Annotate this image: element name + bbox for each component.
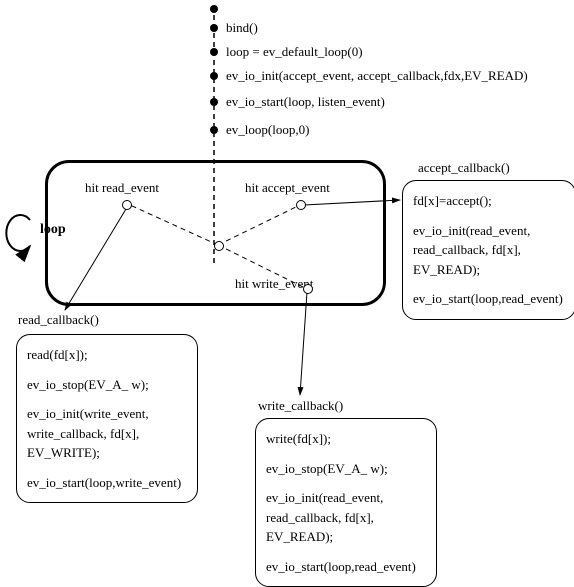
step-iostart-label: ev_io_start(loop, listen_event) xyxy=(226,94,385,110)
code-line: ev_io_init(read_event, xyxy=(266,488,426,508)
loop-label: loop xyxy=(40,222,66,238)
write-callback-title: write_callback() xyxy=(258,398,343,414)
code-line: read(fd[x]); xyxy=(27,345,187,365)
step-bind-label: bind() xyxy=(226,20,258,36)
code-line: write(fd[x]); xyxy=(266,429,426,449)
code-line: write_callback, fd[x], xyxy=(27,424,187,444)
code-line: fd[x]=accept(); xyxy=(413,191,565,211)
hit-write-node xyxy=(303,284,313,294)
step-ioinit-label: ev_io_init(accept_event, accept_callback… xyxy=(226,68,528,84)
code-line: ev_io_init(read_event, xyxy=(413,221,565,241)
hit-read-label: hit read_event xyxy=(85,180,159,196)
code-line: read_callback, fd[x], xyxy=(413,240,565,260)
accept-callback-title: accept_callback() xyxy=(418,160,510,176)
step-dot xyxy=(210,126,218,134)
write-callback-box: write(fd[x]); ev_io_stop(EV_A_ w); ev_io… xyxy=(255,418,437,587)
diagram-canvas: bind() loop = ev_default_loop(0) ev_io_i… xyxy=(0,0,574,560)
hit-accept-label: hit accept_event xyxy=(245,180,330,196)
step-dot xyxy=(210,98,218,106)
step-dot xyxy=(210,48,218,56)
code-line: EV_WRITE); xyxy=(27,443,187,463)
code-line: ev_io_init(write_event, xyxy=(27,404,187,424)
code-line: ev_io_start(loop,read_event) xyxy=(266,557,426,577)
loop-center-node xyxy=(214,241,224,251)
step-dot xyxy=(210,24,218,32)
code-line: EV_READ); xyxy=(266,527,426,547)
code-line: read_callback, fd[x], xyxy=(266,508,426,528)
step-evloop-label: ev_loop(loop,0) xyxy=(226,122,309,138)
hit-read-node xyxy=(122,200,132,210)
code-line: ev_io_stop(EV_A_ w); xyxy=(27,375,187,395)
read-callback-box: read(fd[x]); ev_io_stop(EV_A_ w); ev_io_… xyxy=(16,334,198,503)
step-dot xyxy=(210,72,218,80)
code-line: ev_io_stop(EV_A_ w); xyxy=(266,459,426,479)
hit-accept-node xyxy=(296,200,306,210)
read-callback-title: read_callback() xyxy=(18,312,99,328)
code-line: ev_io_start(loop,read_event) xyxy=(413,289,565,309)
step-dot xyxy=(210,5,218,13)
code-line: ev_io_start(loop,write_event) xyxy=(27,473,187,493)
code-line: EV_READ); xyxy=(413,260,565,280)
hit-write-label: hit write_event xyxy=(235,276,313,292)
accept-callback-box: fd[x]=accept(); ev_io_init(read_event, r… xyxy=(402,180,574,320)
step-loop-label: loop = ev_default_loop(0) xyxy=(226,44,363,60)
